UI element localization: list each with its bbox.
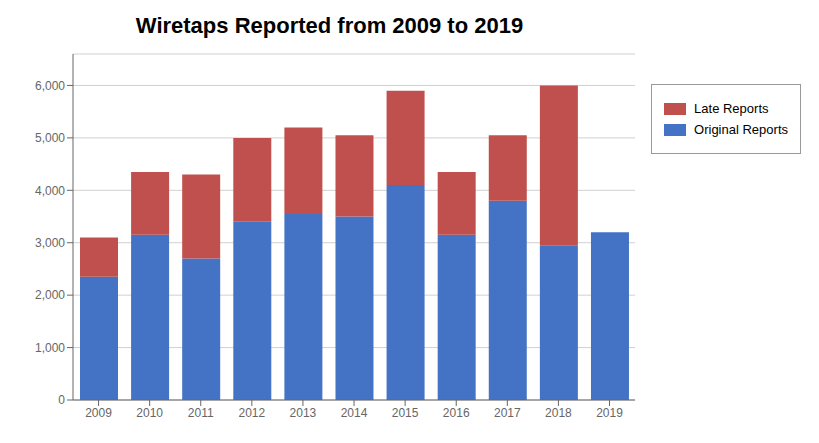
svg-text:1,000: 1,000 [35, 341, 65, 355]
svg-text:4,000: 4,000 [35, 184, 65, 198]
svg-text:2,000: 2,000 [35, 288, 65, 302]
html-text:Late Reports: Late Reports [694, 101, 769, 116]
svg-text:2011: 2011 [188, 406, 214, 420]
html-text:Original Reports: Original Reports [694, 122, 788, 137]
svg-text:2018: 2018 [545, 406, 572, 420]
svg-text:2015: 2015 [392, 406, 419, 420]
svg-text:2019: 2019 [596, 406, 623, 420]
svg-text:2013: 2013 [290, 406, 317, 420]
svg-text:2014: 2014 [341, 406, 368, 420]
svg-text:2017: 2017 [494, 406, 521, 420]
html-text:Wiretaps Reported from 2009 to: Wiretaps Reported from 2009 to 2019 [135, 13, 524, 38]
svg-text:6,000: 6,000 [35, 79, 65, 93]
svg-text:2016: 2016 [443, 406, 470, 420]
svg-text:3,000: 3,000 [35, 236, 65, 250]
svg-text:2010: 2010 [136, 406, 163, 420]
svg-text:5,000: 5,000 [35, 131, 65, 145]
svg-text:2009: 2009 [85, 406, 112, 420]
svg-text:0: 0 [58, 393, 65, 407]
svg-text:2012: 2012 [238, 406, 265, 420]
